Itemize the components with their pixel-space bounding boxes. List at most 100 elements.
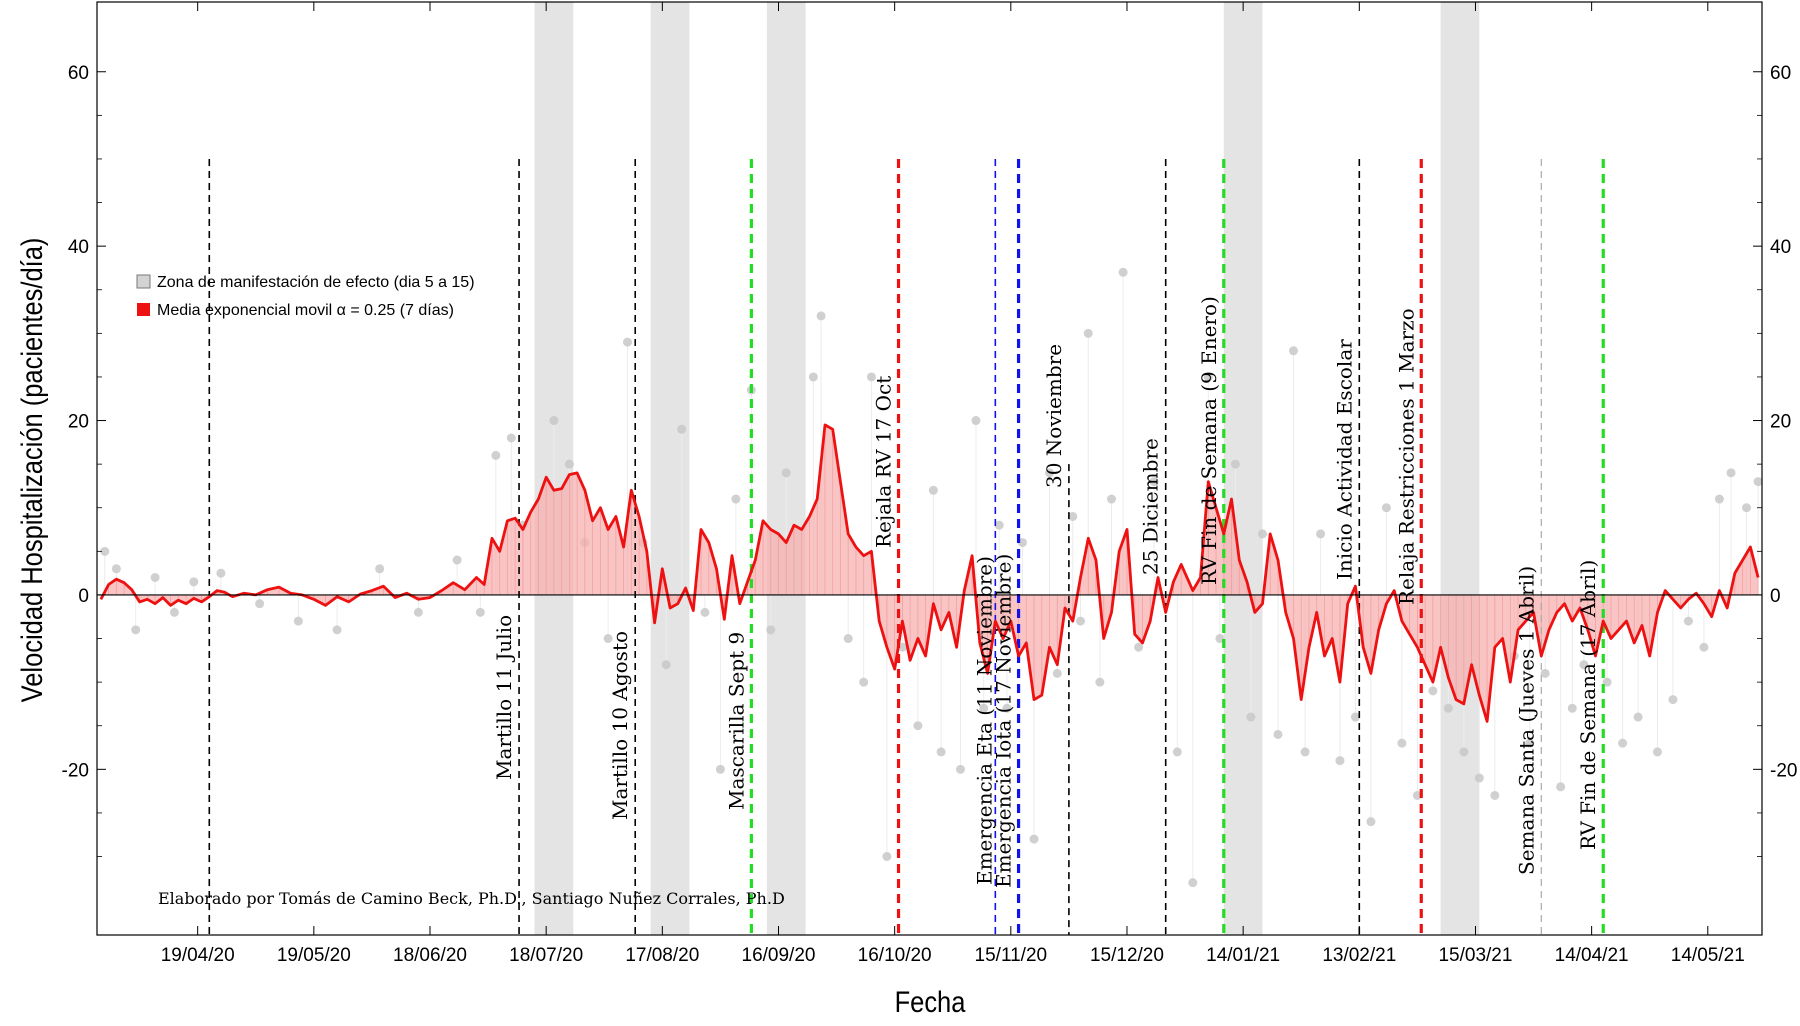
raw-point-81	[1525, 738, 1535, 748]
raw-point-87	[1618, 738, 1628, 748]
event-label-5: Emergencia Eta (11 Noviembre)	[972, 556, 996, 885]
raw-point-61	[1215, 634, 1225, 644]
x-tick-label-5: 16/09/20	[742, 945, 816, 966]
raw-point-82	[1540, 668, 1550, 678]
raw-point-71	[1366, 817, 1376, 827]
x-tick-label-8: 15/12/20	[1090, 945, 1164, 966]
event-label-10: Inicio Actividad Escolar	[1332, 339, 1356, 580]
raw-point-38	[913, 721, 923, 731]
y-tick-label-right-1: 0	[1770, 586, 1781, 607]
event-label-7: 30 Noviembre	[1042, 344, 1066, 488]
raw-point-73	[1397, 738, 1407, 748]
raw-point-92	[1699, 642, 1709, 652]
y-tick-label-left-2: 20	[68, 412, 89, 433]
raw-point-34	[859, 677, 869, 687]
ema-line	[99, 423, 1760, 723]
event-label-9: RV Fin de Semana (9 Enero)	[1197, 296, 1221, 585]
raw-point-68	[1316, 529, 1326, 539]
plot-frame	[96, 1, 1763, 936]
raw-point-23	[661, 660, 671, 670]
raw-point-47	[1029, 834, 1039, 844]
event-label-3: Mascarilla Sept 9	[724, 632, 748, 810]
raw-point-48	[1045, 468, 1055, 478]
x-tick-label-13: 14/05/21	[1671, 945, 1745, 966]
axes-ticks: -20 -20 0 0 20 20 40 40 60 60 19/04/20 19/05/20 18/0…	[62, 2, 1797, 966]
event-label-8: 25 Diciembre	[1139, 438, 1163, 575]
y-tick-label-right-0: -20	[1770, 760, 1797, 781]
raw-point-93	[1714, 494, 1724, 504]
x-tick-label-4: 17/08/20	[625, 945, 699, 966]
x-tick-label-11: 15/03/21	[1438, 945, 1512, 966]
raw-point-95	[1742, 503, 1752, 513]
raw-point-85	[1579, 660, 1589, 670]
x-tick-label-7: 15/11/20	[975, 945, 1048, 966]
x-tick-label-10: 13/02/21	[1322, 945, 1396, 966]
y-tick-label-left-3: 40	[68, 237, 89, 258]
effect-zone-1	[650, 2, 690, 935]
y-tick-label-left-0: -20	[62, 760, 89, 781]
raw-point-77	[1459, 747, 1469, 757]
raw-point-2	[131, 625, 141, 635]
credit-text: Elaborado por Tomás de Camino Beck, Ph.D…	[158, 889, 785, 908]
raw-point-12	[452, 555, 462, 565]
raw-point-21	[622, 337, 632, 347]
raw-point-62	[1230, 459, 1240, 469]
raw-point-31	[808, 372, 818, 382]
event-label-11: Relaja Restricciones 1 Marzo	[1394, 308, 1418, 605]
raw-point-37	[897, 642, 907, 652]
raw-point-6	[216, 568, 226, 578]
raw-point-43	[979, 703, 989, 713]
raw-point-40	[936, 747, 946, 757]
raw-point-39	[928, 485, 938, 495]
raw-point-58	[1172, 747, 1182, 757]
event-label-6: Emergencia Iota (17 Noviembre)	[992, 554, 1016, 888]
y-tick-label-left-4: 60	[68, 63, 89, 84]
raw-point-74	[1412, 790, 1422, 800]
x-tick-label-6: 16/10/20	[858, 945, 932, 966]
raw-point-4	[169, 607, 179, 617]
raw-point-53	[1095, 677, 1105, 687]
x-tick-label-9: 14/01/21	[1206, 945, 1280, 966]
raw-point-84	[1567, 703, 1577, 713]
raw-point-33	[843, 634, 853, 644]
y-tick-label-right-2: 20	[1770, 412, 1791, 433]
raw-point-14	[491, 450, 501, 460]
raw-point-17	[549, 416, 559, 426]
legend-swatch-effect-zone	[136, 274, 151, 289]
raw-point-50	[1068, 511, 1078, 521]
raw-point-54	[1106, 494, 1116, 504]
raw-point-42	[971, 416, 981, 426]
raw-point-69	[1335, 756, 1345, 766]
effect-zone-3	[1223, 2, 1263, 935]
raw-point-27	[731, 494, 741, 504]
raw-point-63	[1246, 712, 1256, 722]
raw-point-29	[766, 625, 776, 635]
raw-point-91	[1683, 616, 1693, 626]
effect-zone-4	[1440, 2, 1480, 935]
x-tick-label-1: 19/05/20	[277, 945, 351, 966]
raw-point-32	[816, 311, 826, 321]
event-label-12: Semana Santa (Jueves 1 Abril)	[1514, 566, 1538, 875]
raw-point-15	[506, 433, 516, 443]
raw-point-36	[882, 852, 892, 862]
raw-point-18	[564, 459, 574, 469]
raw-point-30	[781, 468, 791, 478]
raw-point-35	[866, 372, 876, 382]
x-tick-label-2: 18/06/20	[393, 945, 467, 966]
raw-point-52	[1083, 328, 1093, 338]
raw-point-24	[677, 424, 687, 434]
raw-point-79	[1490, 790, 1500, 800]
raw-point-72	[1381, 503, 1391, 513]
x-tick-label-3: 18/07/20	[509, 945, 583, 966]
raw-point-49	[1052, 668, 1062, 678]
raw-point-45	[1002, 703, 1012, 713]
legend-label-ema: Media exponencial movil α = 0.25 (7 días…	[157, 302, 454, 319]
x-tick-label-0: 19/04/20	[161, 945, 235, 966]
event-labels: Martillo 11 Julio Martillo 10 Agosto Masca…	[492, 296, 1600, 888]
event-label-2: Martillo 10 Agosto	[608, 631, 632, 820]
raw-point-86	[1602, 677, 1612, 687]
raw-point-13	[475, 607, 485, 617]
raw-point-76	[1443, 703, 1453, 713]
raw-point-5	[189, 577, 199, 587]
